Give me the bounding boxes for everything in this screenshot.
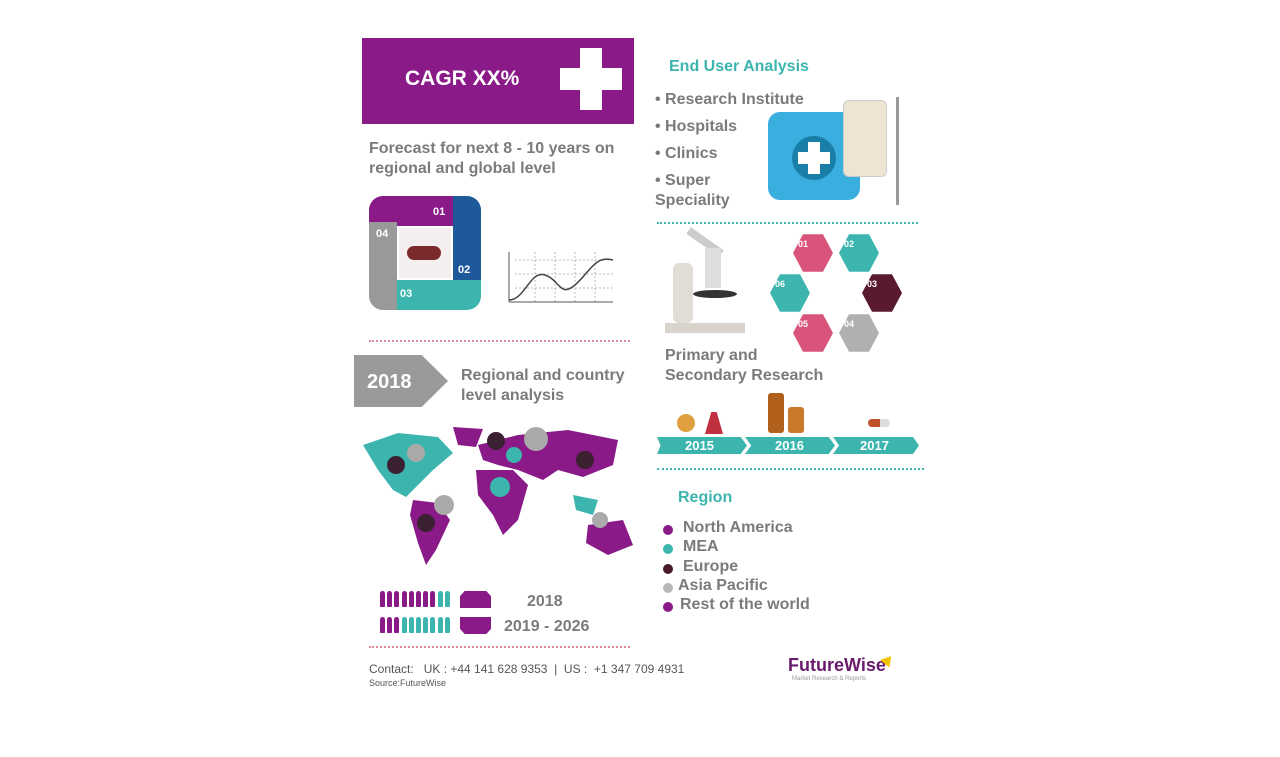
- legend-label: North America: [683, 519, 793, 536]
- person-icon: [437, 591, 443, 607]
- forecast-text: Forecast for next 8 - 10 years on region…: [369, 140, 615, 177]
- research-text: Primary and Secondary Research: [665, 347, 824, 384]
- person-icon: [408, 617, 414, 633]
- end-user-item: • Hospitals: [655, 118, 738, 135]
- person-icon: [444, 591, 450, 607]
- legend-label: Rest of the world: [680, 596, 810, 613]
- person-icon: [423, 617, 429, 633]
- map-pin-icon: [490, 477, 510, 497]
- person-icon: [416, 617, 421, 633]
- divider: [369, 340, 630, 342]
- person-icon: [401, 617, 407, 633]
- world-map: [363, 427, 633, 565]
- hexagon-2018: [460, 591, 491, 608]
- person-icon: [387, 617, 393, 633]
- legend-label: MEA: [683, 538, 719, 555]
- cross-icon: [560, 48, 622, 110]
- divider: [657, 222, 918, 224]
- hexagon-2019: [460, 617, 491, 634]
- legend-dot: [663, 602, 673, 612]
- bottles-icon: [768, 393, 808, 435]
- legend-label: Europe: [683, 558, 739, 575]
- capsule-icon: 06: [770, 274, 810, 312]
- source-text: Source:FutureWise: [369, 678, 447, 688]
- logo-text: FutureWise: [788, 655, 886, 675]
- heart-icon: 05: [793, 314, 833, 352]
- person-icon: [437, 617, 443, 633]
- legend-dot: [663, 583, 673, 593]
- legend-dot: [663, 564, 673, 574]
- person-icon: [401, 591, 407, 607]
- person-icon: [416, 591, 421, 607]
- person-icon: [394, 617, 400, 633]
- end-user-item: • Clinics: [655, 145, 718, 162]
- map-pin-icon: [592, 512, 608, 528]
- people-label-2018: 2018: [527, 593, 563, 610]
- flasks-icon: [675, 402, 725, 434]
- person-icon: [430, 591, 436, 607]
- person-icon: [380, 591, 385, 607]
- map-pin-icon: [576, 451, 594, 469]
- divider: [369, 646, 630, 648]
- cagr-text: CAGR XX%: [405, 67, 520, 90]
- cross-icon: 03: [862, 274, 902, 312]
- regional-text: Regional and country level analysis: [461, 367, 625, 404]
- person-icon: [444, 617, 450, 633]
- timeline-bar: 2015 2016 2017: [657, 437, 919, 454]
- map-pin-icon: [524, 427, 548, 451]
- map-pin-icon: [506, 447, 522, 463]
- drops-icon: 02: [839, 234, 879, 272]
- legend-dot: [663, 544, 673, 554]
- step-01: 01: [433, 206, 446, 218]
- people-label-2019: 2019 - 2026: [504, 618, 590, 635]
- region-title: Region: [678, 489, 733, 506]
- trend-graph-icon: [508, 252, 614, 303]
- people-chart: [380, 590, 620, 640]
- end-user-item: • Research Institute: [655, 91, 804, 108]
- person-icon: [430, 617, 436, 633]
- capsule-icon: [868, 419, 890, 427]
- end-user-title: End User Analysis: [669, 58, 809, 75]
- timeline-2017: 2017: [833, 437, 919, 454]
- map-pin-icon: [417, 514, 435, 532]
- microscope-icon: [665, 227, 745, 333]
- person-icon: [380, 617, 385, 633]
- person-icon: [394, 591, 400, 607]
- map-pin-icon: [487, 432, 505, 450]
- cagr-banner: CAGR XX%: [362, 38, 634, 124]
- logo-tagline: Market Research & Reports: [792, 676, 867, 682]
- pill-icon: 04: [839, 314, 879, 352]
- end-user-item: • Super Speciality: [655, 172, 730, 209]
- legend-label: Asia Pacific: [678, 577, 768, 594]
- iv-stand: [896, 97, 899, 205]
- timeline-2016: 2016: [745, 437, 835, 454]
- cycle-graphic: 01 02 03 04: [369, 196, 481, 310]
- map-pin-icon: [434, 495, 454, 515]
- legend-dot: [663, 525, 673, 535]
- step-03: 03: [400, 288, 413, 300]
- pills-icon: [399, 228, 451, 278]
- year-badge-text: 2018: [367, 371, 412, 393]
- map-pin-icon: [407, 444, 425, 462]
- stethoscope-icon: 01: [793, 234, 833, 272]
- iv-bag-icon: [843, 100, 887, 177]
- year-badge: 2018: [354, 355, 448, 407]
- person-icon: [408, 591, 414, 607]
- person-icon: [387, 591, 393, 607]
- divider: [657, 468, 924, 470]
- step-02: 02: [458, 264, 471, 276]
- map-pin-icon: [387, 456, 405, 474]
- step-04: 04: [376, 228, 389, 240]
- timeline-2015: 2015: [657, 437, 747, 454]
- futurewise-logo: FutureWise Market Research & Reports: [788, 652, 898, 682]
- contact-text: Contact: UK : +44 141 628 9353 | US : +1…: [369, 662, 685, 676]
- person-icon: [423, 591, 429, 607]
